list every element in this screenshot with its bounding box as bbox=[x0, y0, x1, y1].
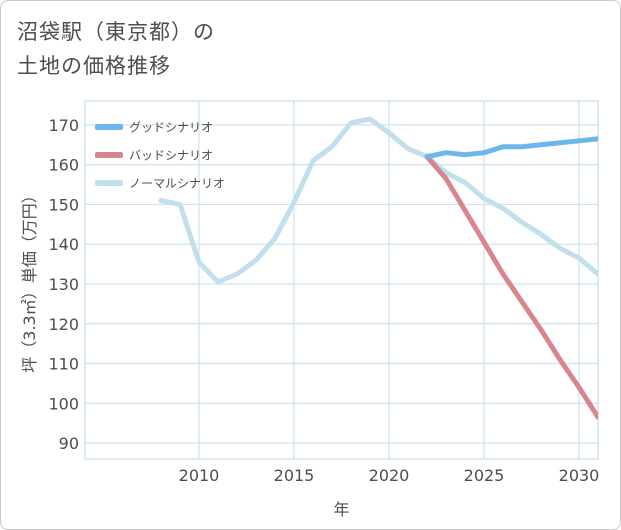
legend-label: ノーマルシナリオ bbox=[129, 177, 225, 191]
chart-title-line-1: 沼袋駅（東京都）の bbox=[17, 20, 215, 44]
x-tick-label: 2030 bbox=[559, 466, 600, 485]
series-layer bbox=[158, 116, 598, 420]
grid-layer bbox=[85, 101, 598, 459]
y-tick-label: 170 bbox=[48, 116, 79, 135]
data-point bbox=[501, 272, 505, 276]
data-point bbox=[216, 280, 220, 284]
y-axis-ticks: 90 100 110 120 130 140 150 160 170 bbox=[48, 116, 79, 453]
data-point bbox=[292, 200, 296, 204]
series-2 bbox=[424, 136, 598, 160]
plot-area-border bbox=[84, 100, 599, 460]
series-line bbox=[424, 154, 598, 420]
data-point bbox=[577, 385, 581, 389]
data-point bbox=[558, 246, 562, 250]
data-point bbox=[463, 208, 467, 212]
data-point bbox=[330, 145, 334, 149]
data-point bbox=[235, 272, 239, 276]
data-point bbox=[539, 143, 543, 147]
data-point bbox=[539, 232, 543, 236]
series-line bbox=[158, 116, 598, 285]
y-tick-label: 90 bbox=[59, 434, 79, 453]
legend-item[interactable]: ノーマルシナリオ bbox=[95, 177, 225, 191]
data-point bbox=[596, 137, 598, 141]
data-point bbox=[539, 328, 543, 332]
data-point bbox=[577, 256, 581, 260]
data-point bbox=[311, 159, 315, 163]
legend-label: グッドシナリオ bbox=[129, 121, 213, 135]
data-point bbox=[596, 415, 598, 419]
data-point bbox=[444, 177, 448, 181]
x-tick-label: 2010 bbox=[179, 466, 220, 485]
legend-item[interactable]: グッドシナリオ bbox=[95, 121, 213, 135]
legend-label: バッドシナリオ bbox=[129, 149, 213, 163]
legend-swatch bbox=[95, 124, 123, 130]
data-point bbox=[197, 260, 201, 264]
legend-swatch bbox=[95, 180, 123, 186]
x-tick-label: 2020 bbox=[369, 466, 410, 485]
data-point bbox=[577, 139, 581, 143]
y-axis-title: 坪（3.3㎡）単価（万円） bbox=[20, 187, 39, 372]
data-point bbox=[368, 117, 372, 121]
x-axis-ticks: 2010 2015 2020 2025 2030 bbox=[179, 466, 600, 485]
data-point bbox=[406, 147, 410, 151]
data-point bbox=[520, 300, 524, 304]
data-point bbox=[387, 131, 391, 135]
data-point bbox=[463, 153, 467, 157]
data-point bbox=[463, 181, 467, 185]
data-point bbox=[482, 151, 486, 155]
series-line bbox=[424, 136, 598, 160]
y-tick-label: 110 bbox=[48, 355, 79, 374]
data-point bbox=[501, 145, 505, 149]
data-point bbox=[501, 206, 505, 210]
x-tick-label: 2025 bbox=[464, 466, 505, 485]
data-point bbox=[159, 198, 163, 202]
y-tick-label: 120 bbox=[48, 315, 79, 334]
chart-title-line-2: 土地の価格推移 bbox=[17, 54, 171, 78]
chart-title: 沼袋駅（東京都）の 土地の価格推移 bbox=[17, 15, 577, 83]
data-point bbox=[482, 240, 486, 244]
data-point bbox=[254, 258, 258, 262]
y-tick-label: 130 bbox=[48, 275, 79, 294]
series-1 bbox=[424, 154, 598, 420]
y-tick-label: 140 bbox=[48, 235, 79, 254]
x-tick-label: 2015 bbox=[274, 466, 315, 485]
data-point bbox=[596, 272, 598, 276]
data-point bbox=[558, 141, 562, 145]
data-point bbox=[520, 220, 524, 224]
series-0 bbox=[158, 116, 598, 285]
legend-item[interactable]: バッドシナリオ bbox=[95, 149, 213, 163]
data-point bbox=[178, 202, 182, 206]
data-point bbox=[349, 121, 353, 125]
y-tick-label: 160 bbox=[48, 156, 79, 175]
data-point bbox=[425, 155, 429, 159]
data-point bbox=[520, 145, 524, 149]
legend-swatch bbox=[95, 152, 123, 158]
data-point bbox=[273, 236, 277, 240]
data-point bbox=[558, 358, 562, 362]
data-point bbox=[444, 171, 448, 175]
y-tick-label: 150 bbox=[48, 195, 79, 214]
data-point bbox=[444, 151, 448, 155]
y-tick-label: 100 bbox=[48, 394, 79, 413]
x-axis-title: 年 bbox=[333, 500, 349, 519]
data-point bbox=[482, 196, 486, 200]
